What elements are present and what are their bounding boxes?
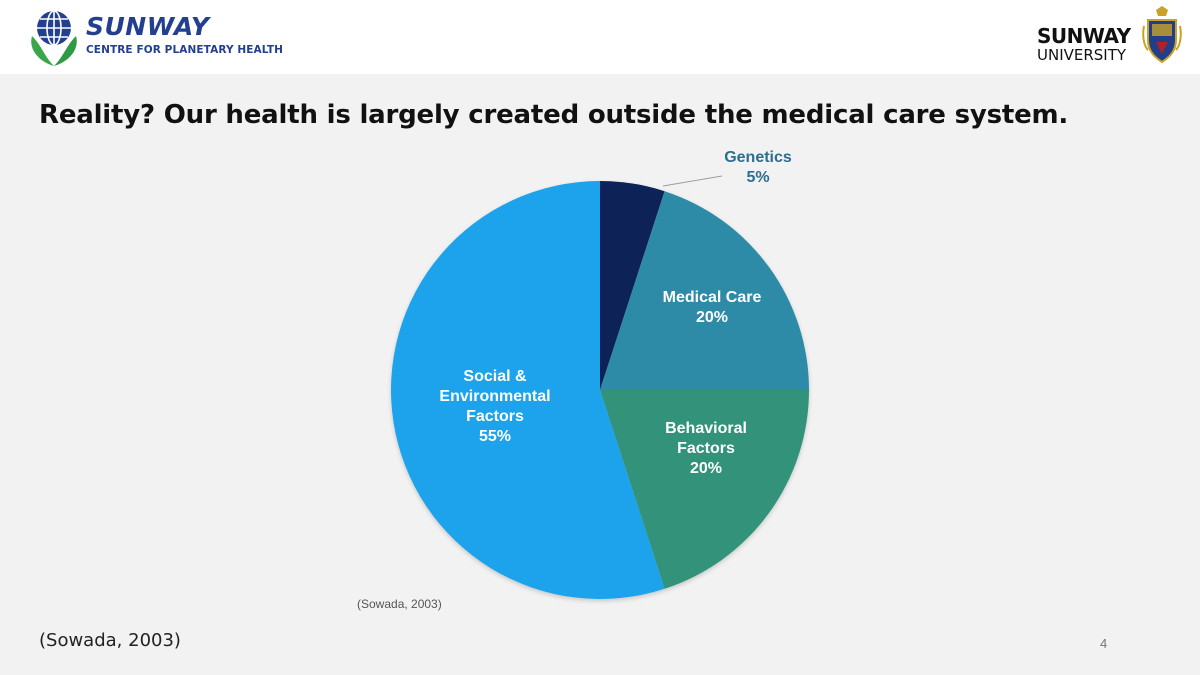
- university-crest-icon: [1142, 6, 1182, 64]
- page-number: 4: [1100, 636, 1108, 651]
- pie-label-1: Medical Care 20%: [663, 289, 762, 326]
- slide-title: Reality? Our health is largely created o…: [39, 100, 1069, 130]
- pie-leader-line-0: [662, 175, 723, 187]
- pie-label-3: Social & Environmental Factors 55%: [439, 368, 550, 445]
- pie-slice-0: [600, 181, 665, 390]
- pie-label-2: Behavioral Factors 20%: [665, 420, 747, 477]
- slide-header: SUNWAY CENTRE FOR PLANETARY HEALTH SUNWA…: [0, 0, 1200, 74]
- sunway-university-logo: SUNWAY UNIVERSITY: [1030, 6, 1190, 68]
- footer-citation: (Sowada, 2003): [39, 630, 181, 651]
- pie-slice-2: [600, 390, 809, 589]
- university-logo-subtitle: UNIVERSITY: [1037, 46, 1127, 64]
- pie-slice-3: [390, 180, 665, 600]
- pie-slice-1: [600, 191, 809, 390]
- logo-brand-text: SUNWAY: [86, 12, 210, 41]
- globe-leaf-icon: [31, 10, 77, 66]
- sunway-planetary-health-logo: SUNWAY CENTRE FOR PLANETARY HEALTH: [26, 6, 306, 68]
- university-logo-name: SUNWAY: [1037, 24, 1131, 48]
- logo-subtitle-text: CENTRE FOR PLANETARY HEALTH: [86, 44, 283, 56]
- chart-source-note: (Sowada, 2003): [357, 597, 442, 611]
- pie-label-0: Genetics 5%: [724, 149, 792, 186]
